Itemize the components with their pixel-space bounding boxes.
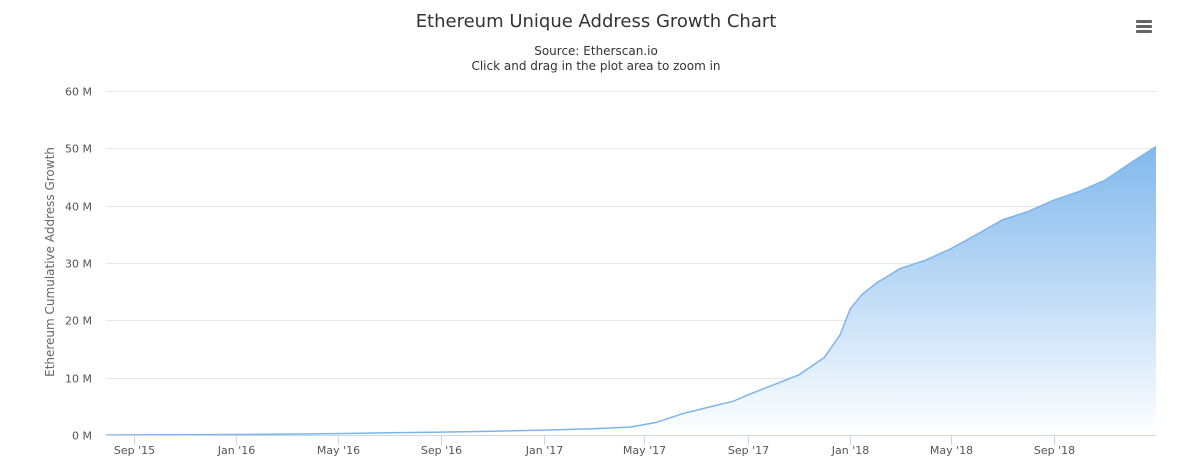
x-tick-label: Sep '15 [114,444,155,457]
series-line [105,145,1157,436]
menu-bar-1 [1136,20,1152,23]
y-tick-label: 30 M [65,258,92,271]
y-tick-label: 50 M [65,143,92,156]
x-tick-label: May '16 [317,444,360,457]
x-tick-label: Sep '18 [1034,444,1075,457]
y-tick-label: 60 M [65,86,92,99]
y-tick-label: 0 M [72,430,92,443]
series-layer [105,145,1157,436]
x-tick-label: May '18 [930,444,973,457]
y-tick-label: 40 M [65,201,92,214]
zoom-hint-subtitle: Click and drag in the plot area to zoom … [471,59,721,73]
context-menu-icon[interactable] [1132,16,1156,38]
y-tick-label: 20 M [65,315,92,328]
x-tick-label: Jan '18 [831,444,869,457]
chart-title: Ethereum Unique Address Growth Chart [415,11,777,32]
area-fill [106,146,1156,435]
menu-bar-2 [1136,25,1152,28]
x-tick-label: Jan '16 [217,444,255,457]
y-axis-labels: 0 M 10 M 20 M 30 M 40 M 50 M 60 M [65,86,92,443]
menu-bar-3 [1136,30,1152,33]
x-tick-label: Sep '17 [728,444,769,457]
source-subtitle: Source: Etherscan.io [534,44,658,58]
chart-subtitle: Source: Etherscan.io Click and drag in t… [0,44,1180,74]
y-tick-label: 10 M [65,373,92,386]
x-tick-label: May '17 [623,444,666,457]
x-tick-label: Sep '16 [421,444,462,457]
x-tick-label: Jan '17 [525,444,563,457]
x-axis: Sep '15 Jan '16 May '16 Sep '16 Jan '17 May '… [106,435,1156,457]
